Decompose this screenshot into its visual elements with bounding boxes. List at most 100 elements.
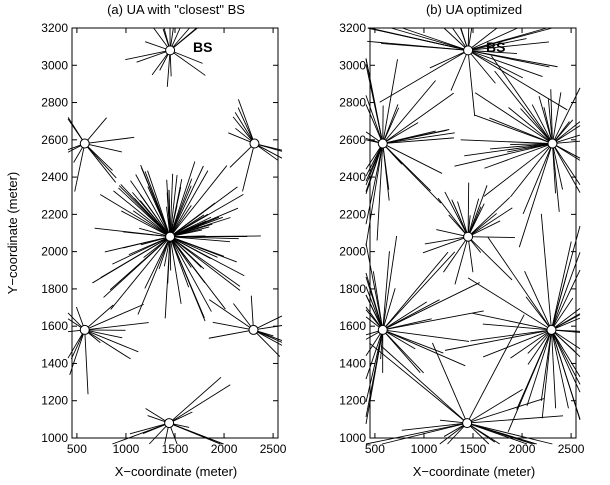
panel-b-bs-annotation: BS xyxy=(486,39,505,55)
y-tick-label: 3000 xyxy=(339,58,366,72)
y-tick-label: 1600 xyxy=(41,319,68,333)
association-line xyxy=(460,139,553,144)
association-line xyxy=(242,143,255,192)
y-tick-label: 2200 xyxy=(41,207,68,221)
association-line xyxy=(125,49,171,61)
association-line xyxy=(232,116,255,144)
association-line xyxy=(382,318,432,331)
association-line xyxy=(472,312,552,331)
association-line xyxy=(170,229,203,238)
association-line xyxy=(524,270,552,331)
association-line xyxy=(169,236,212,312)
association-line xyxy=(166,50,171,87)
y-tick-label: 2800 xyxy=(41,96,68,110)
association-line xyxy=(158,236,171,269)
association-line xyxy=(382,80,436,144)
association-line xyxy=(84,329,123,339)
association-line xyxy=(168,422,224,445)
association-line xyxy=(365,143,384,177)
association-line xyxy=(168,190,171,237)
association-line xyxy=(467,27,518,51)
association-line xyxy=(402,27,469,51)
y-tick-label: 2000 xyxy=(41,245,68,259)
association-line xyxy=(365,286,384,331)
association-line xyxy=(454,143,553,167)
association-line xyxy=(466,422,537,445)
association-line xyxy=(482,329,552,358)
association-line xyxy=(468,49,518,55)
association-line xyxy=(169,223,213,238)
association-line xyxy=(100,236,171,279)
base-station-marker xyxy=(463,45,474,56)
association-line xyxy=(169,236,205,270)
association-line xyxy=(547,99,553,144)
association-line xyxy=(382,143,390,201)
association-line xyxy=(169,216,212,238)
y-tick-label: 1600 xyxy=(339,319,366,333)
association-line xyxy=(365,58,384,144)
association-line xyxy=(169,161,196,237)
association-line xyxy=(163,236,171,267)
association-line xyxy=(123,236,171,249)
association-line xyxy=(365,143,384,195)
association-line xyxy=(552,143,564,190)
association-line xyxy=(140,164,171,237)
association-line xyxy=(382,288,396,331)
association-line xyxy=(467,50,476,117)
x-tick-label: 1000 xyxy=(113,442,140,456)
association-line xyxy=(113,190,171,238)
association-line xyxy=(253,315,283,331)
association-line xyxy=(253,329,283,346)
association-line xyxy=(551,269,581,331)
association-line xyxy=(443,27,469,51)
association-line xyxy=(169,236,241,291)
y-tick-label: 2200 xyxy=(339,207,366,221)
association-line xyxy=(84,143,113,171)
association-line xyxy=(376,143,384,241)
association-line xyxy=(67,117,86,144)
association-line xyxy=(424,236,469,245)
association-line xyxy=(379,49,469,103)
association-line xyxy=(437,197,469,238)
base-station-marker xyxy=(377,138,388,149)
association-line xyxy=(169,236,205,319)
panel-b-x-axis-label: X−coordinate (meter) xyxy=(413,464,535,479)
association-line xyxy=(466,422,490,445)
panel-a-title: (a) UA with "closest" BS xyxy=(107,2,245,17)
y-tick-label: 2800 xyxy=(339,96,366,110)
association-line xyxy=(382,329,444,354)
y-tick-label: 1000 xyxy=(41,431,68,445)
association-line xyxy=(443,236,469,273)
association-line xyxy=(237,107,255,144)
y-tick-label: 3000 xyxy=(41,58,68,72)
panel-b-title: (b) UA optimized xyxy=(426,2,522,17)
association-line xyxy=(490,55,553,144)
association-line xyxy=(467,49,543,77)
association-line xyxy=(84,329,89,395)
association-line xyxy=(432,342,468,424)
association-line xyxy=(467,50,496,84)
association-line xyxy=(382,301,428,331)
association-line xyxy=(130,180,171,237)
association-line xyxy=(382,251,390,330)
association-line xyxy=(237,99,255,144)
y-tick-label: 1400 xyxy=(339,356,366,370)
association-line xyxy=(552,143,581,161)
base-station-marker xyxy=(79,138,90,149)
x-tick-label: 500 xyxy=(365,442,385,456)
association-line xyxy=(118,187,171,238)
association-line xyxy=(84,143,122,153)
association-line xyxy=(254,143,283,159)
association-line xyxy=(467,197,511,238)
panel-a-association-lines xyxy=(67,27,283,445)
y-axis-label: Y−coordinate (meter) xyxy=(5,172,20,294)
association-line xyxy=(132,210,171,238)
association-line xyxy=(391,27,469,51)
association-line xyxy=(467,236,513,281)
association-line xyxy=(169,236,190,288)
association-line xyxy=(365,294,384,331)
base-station-marker xyxy=(462,418,473,429)
base-station-marker xyxy=(165,231,176,242)
association-line xyxy=(466,422,528,445)
